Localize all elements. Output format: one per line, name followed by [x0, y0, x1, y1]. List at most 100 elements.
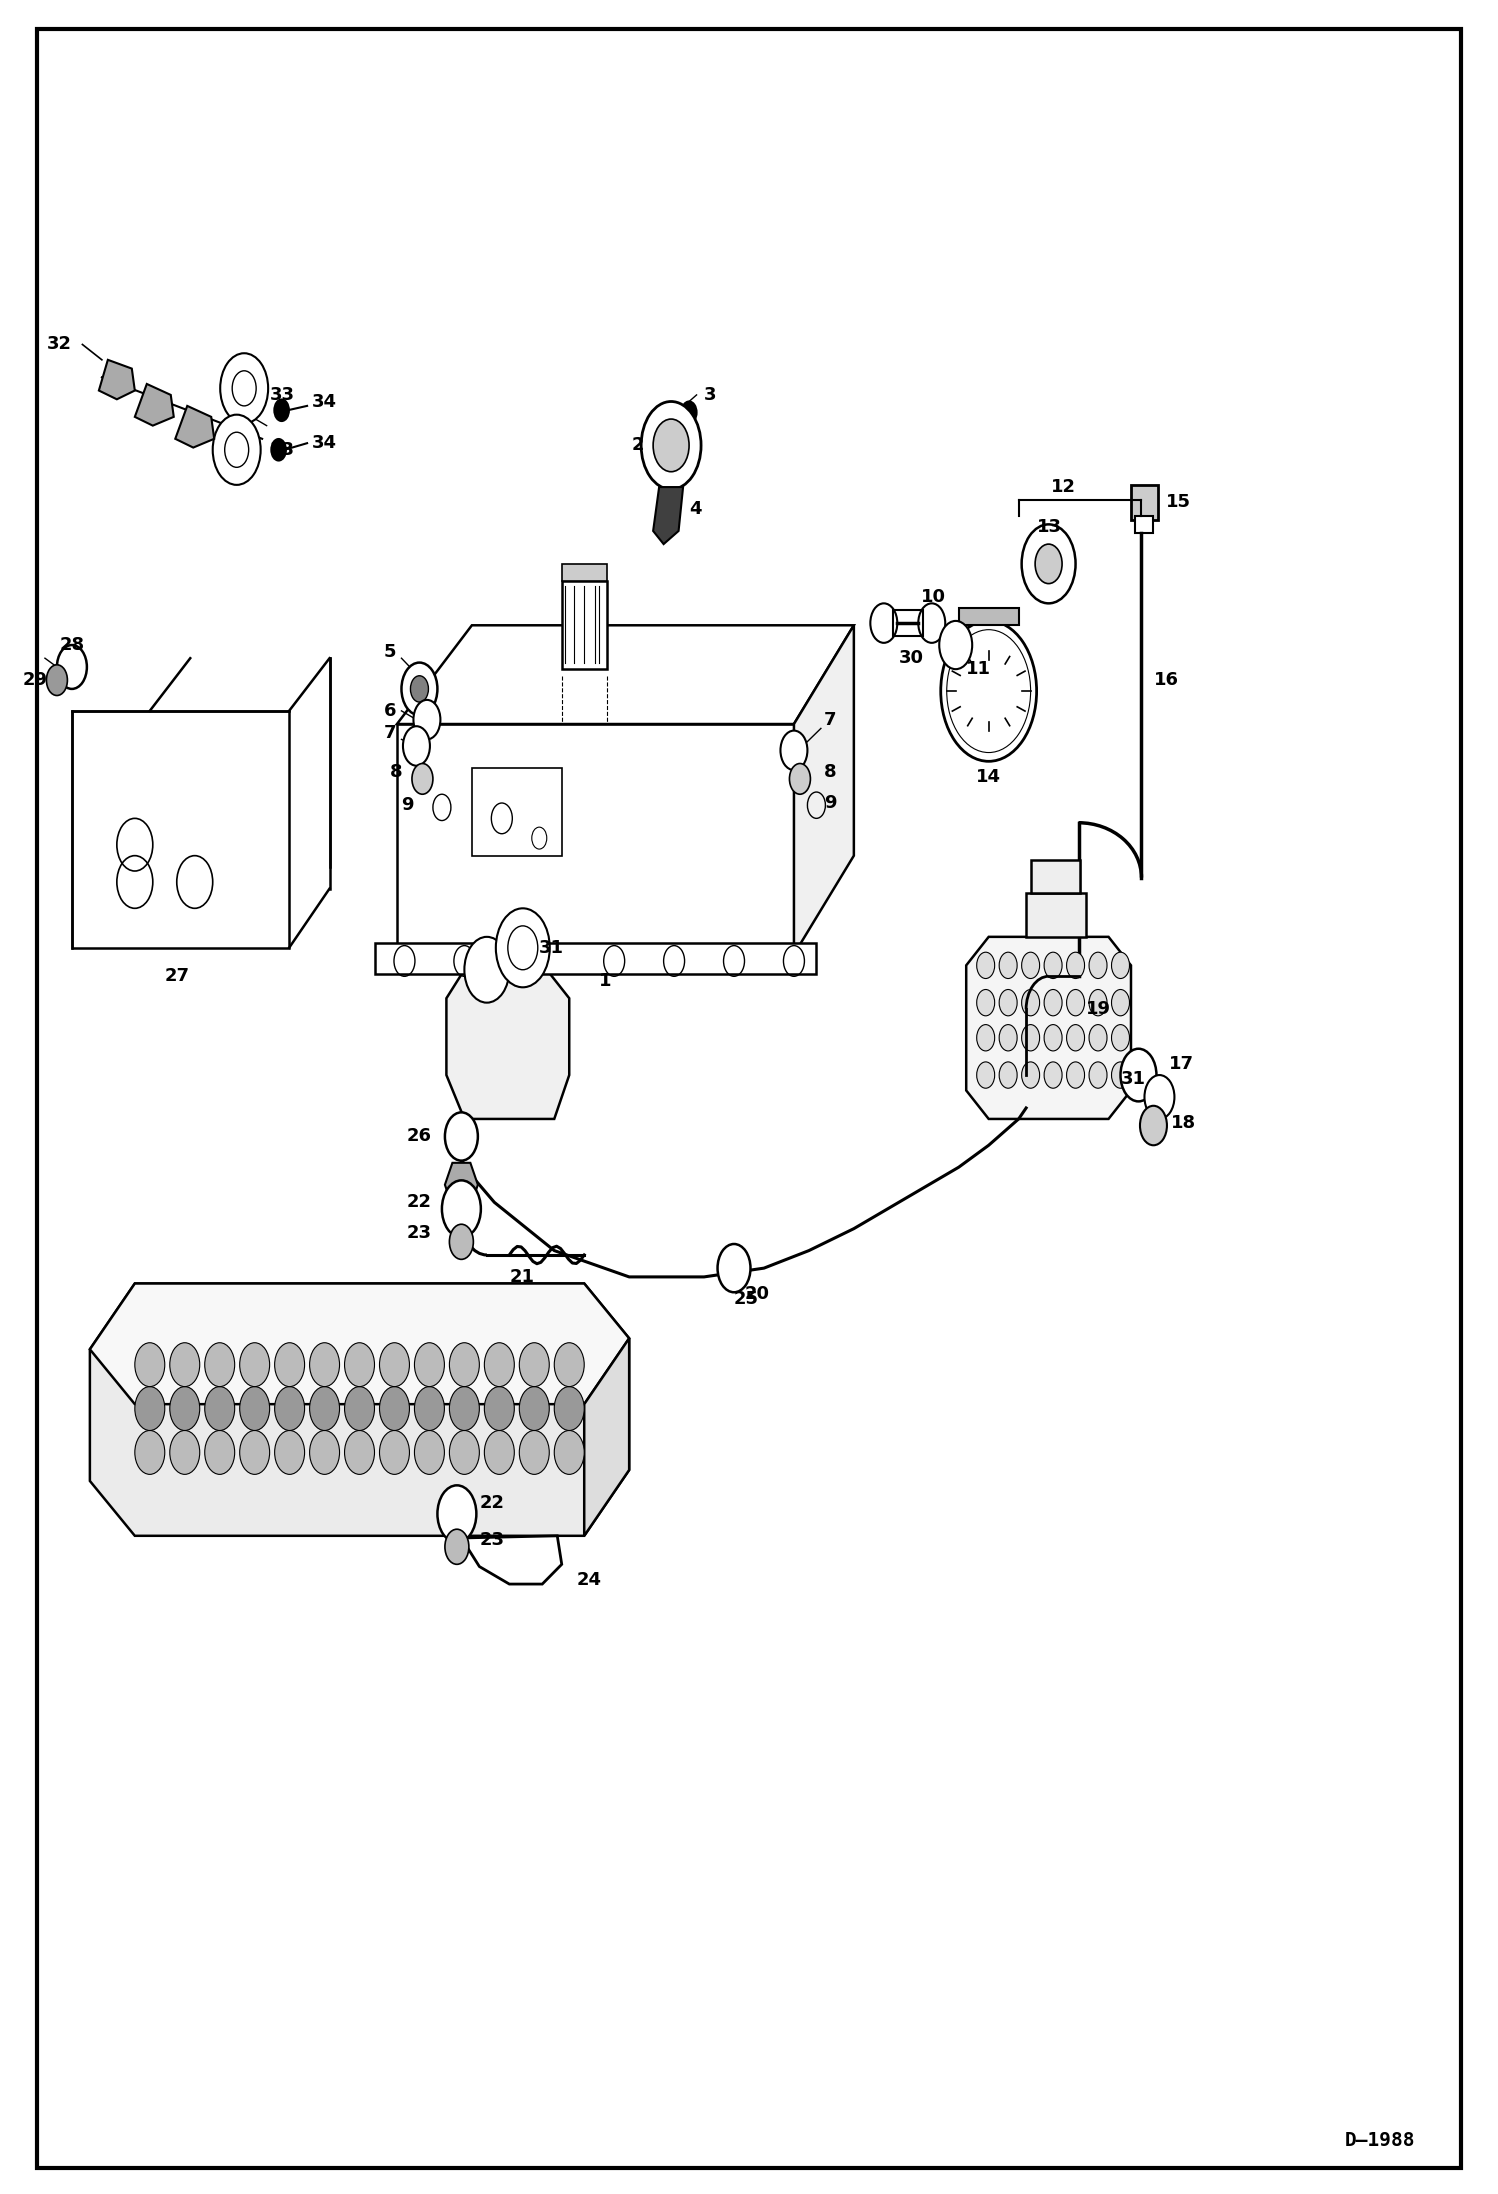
Bar	[72, 711, 289, 948]
Text: 11: 11	[966, 660, 992, 678]
Circle shape	[999, 989, 1017, 1016]
Text: 20: 20	[745, 1286, 770, 1303]
Circle shape	[169, 1343, 199, 1387]
Circle shape	[484, 1343, 514, 1387]
Text: 26: 26	[406, 1128, 431, 1145]
Circle shape	[1022, 952, 1040, 979]
Circle shape	[1121, 1049, 1156, 1101]
Circle shape	[1112, 989, 1129, 1016]
Circle shape	[1067, 952, 1085, 979]
Circle shape	[682, 402, 697, 423]
Polygon shape	[397, 625, 854, 724]
Polygon shape	[90, 1283, 629, 1536]
Circle shape	[1044, 989, 1062, 1016]
Circle shape	[999, 952, 1017, 979]
Text: 9: 9	[824, 794, 836, 812]
Circle shape	[220, 353, 268, 423]
Circle shape	[442, 1180, 481, 1237]
Circle shape	[718, 1244, 750, 1292]
Circle shape	[484, 1387, 514, 1430]
Circle shape	[520, 1387, 550, 1430]
Text: 22: 22	[479, 1494, 505, 1512]
Text: 16: 16	[1153, 671, 1179, 689]
Text: 3: 3	[704, 386, 716, 404]
Circle shape	[789, 764, 810, 794]
Circle shape	[1044, 952, 1062, 979]
Text: 28: 28	[60, 636, 84, 654]
Circle shape	[169, 1430, 199, 1474]
Circle shape	[205, 1430, 235, 1474]
Circle shape	[977, 952, 995, 979]
Bar	[959, 608, 1019, 625]
Polygon shape	[794, 625, 854, 954]
Text: 5: 5	[383, 643, 395, 660]
Circle shape	[449, 1387, 479, 1430]
Text: 6: 6	[383, 702, 395, 720]
Text: 23: 23	[479, 1531, 505, 1549]
Text: 2: 2	[632, 437, 644, 454]
Polygon shape	[445, 1163, 478, 1207]
Text: 33: 33	[270, 441, 295, 459]
Bar	[562, 581, 607, 669]
Circle shape	[939, 621, 972, 669]
Circle shape	[1089, 1025, 1107, 1051]
Circle shape	[1044, 1025, 1062, 1051]
Circle shape	[977, 989, 995, 1016]
Circle shape	[205, 1387, 235, 1430]
Circle shape	[641, 402, 701, 489]
Text: 13: 13	[1037, 518, 1062, 535]
Polygon shape	[175, 406, 214, 448]
Circle shape	[415, 1343, 445, 1387]
Circle shape	[1035, 544, 1062, 584]
Circle shape	[271, 439, 286, 461]
Text: 7: 7	[383, 724, 395, 742]
Polygon shape	[584, 1338, 629, 1536]
Circle shape	[449, 1430, 479, 1474]
Text: 12: 12	[1052, 478, 1076, 496]
Circle shape	[345, 1343, 374, 1387]
Circle shape	[403, 726, 430, 766]
Text: 17: 17	[1168, 1055, 1194, 1073]
Circle shape	[274, 1387, 304, 1430]
Circle shape	[437, 1485, 476, 1542]
Circle shape	[653, 419, 689, 472]
Text: 10: 10	[921, 588, 947, 606]
Text: 9: 9	[401, 796, 413, 814]
Circle shape	[1140, 1106, 1167, 1145]
Circle shape	[274, 1430, 304, 1474]
Circle shape	[941, 621, 1037, 761]
Text: 25: 25	[734, 1290, 759, 1308]
Bar	[1031, 860, 1080, 893]
Circle shape	[1112, 952, 1129, 979]
Circle shape	[274, 399, 289, 421]
Polygon shape	[966, 937, 1131, 1119]
Text: 34: 34	[312, 434, 337, 452]
Circle shape	[1022, 1025, 1040, 1051]
Circle shape	[1112, 1025, 1129, 1051]
Text: 1: 1	[599, 972, 611, 989]
Circle shape	[240, 1343, 270, 1387]
Circle shape	[135, 1343, 165, 1387]
Circle shape	[1044, 1062, 1062, 1088]
Circle shape	[410, 676, 428, 702]
Text: 15: 15	[1165, 494, 1191, 511]
Circle shape	[415, 1387, 445, 1430]
Circle shape	[554, 1430, 584, 1474]
Circle shape	[999, 1025, 1017, 1051]
Circle shape	[310, 1430, 340, 1474]
Text: 32: 32	[46, 336, 72, 353]
Bar	[472, 768, 562, 856]
Circle shape	[1022, 1062, 1040, 1088]
Circle shape	[520, 1430, 550, 1474]
Text: 8: 8	[824, 764, 836, 781]
Text: 18: 18	[1171, 1115, 1197, 1132]
Circle shape	[401, 663, 437, 715]
Circle shape	[1089, 952, 1107, 979]
Circle shape	[1022, 989, 1040, 1016]
Bar	[374, 943, 816, 974]
Polygon shape	[99, 360, 135, 399]
Circle shape	[310, 1343, 340, 1387]
Circle shape	[379, 1343, 409, 1387]
Circle shape	[1067, 989, 1085, 1016]
Text: 21: 21	[509, 1268, 535, 1286]
